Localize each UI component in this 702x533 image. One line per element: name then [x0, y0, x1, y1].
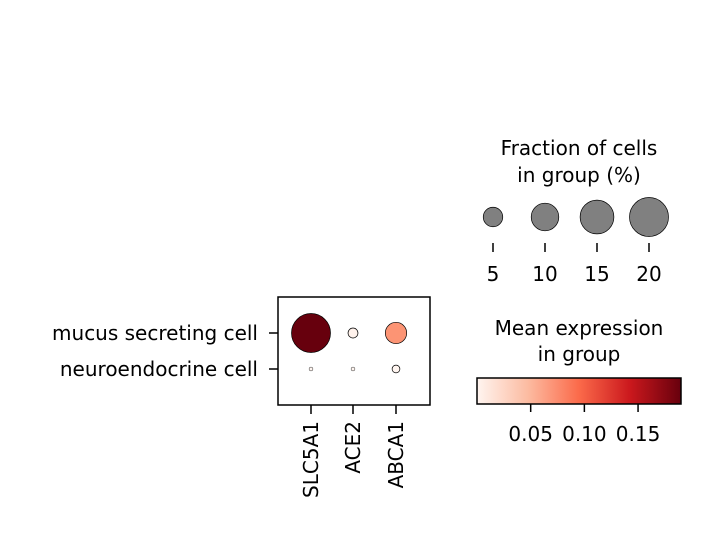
row-label: mucus secreting cell — [52, 321, 258, 345]
dot — [391, 364, 401, 374]
size-legend-dot — [482, 206, 504, 228]
size-legend-dot — [629, 197, 669, 237]
colorbar — [476, 377, 682, 405]
size-legend-dot — [530, 202, 560, 232]
column-label: ACE2 — [341, 421, 365, 474]
size-legend-label: 15 — [584, 262, 609, 286]
size-legend-label: 5 — [487, 262, 500, 286]
dot — [347, 327, 359, 339]
size-legend-label: 20 — [636, 262, 661, 286]
size-legend-title-line1: Fraction of cells — [501, 136, 658, 160]
dot — [291, 313, 331, 353]
colorbar-label: 0.10 — [562, 422, 607, 446]
color-legend-title-line2: in group — [538, 342, 621, 366]
size-legend-title-line2: in group (%) — [517, 163, 641, 187]
column-label: SLC5A1 — [299, 421, 323, 498]
dot — [384, 321, 408, 345]
row-label: neuroendocrine cell — [60, 357, 258, 381]
colorbar-label: 0.05 — [508, 422, 553, 446]
plot-frame — [277, 296, 431, 406]
dot — [308, 366, 314, 372]
color-legend-title-line1: Mean expression — [495, 316, 664, 340]
dot — [350, 366, 356, 372]
column-label: ABCA1 — [384, 421, 408, 488]
colorbar-label: 0.15 — [616, 422, 661, 446]
size-legend-label: 10 — [532, 262, 557, 286]
size-legend-dot — [579, 199, 615, 235]
